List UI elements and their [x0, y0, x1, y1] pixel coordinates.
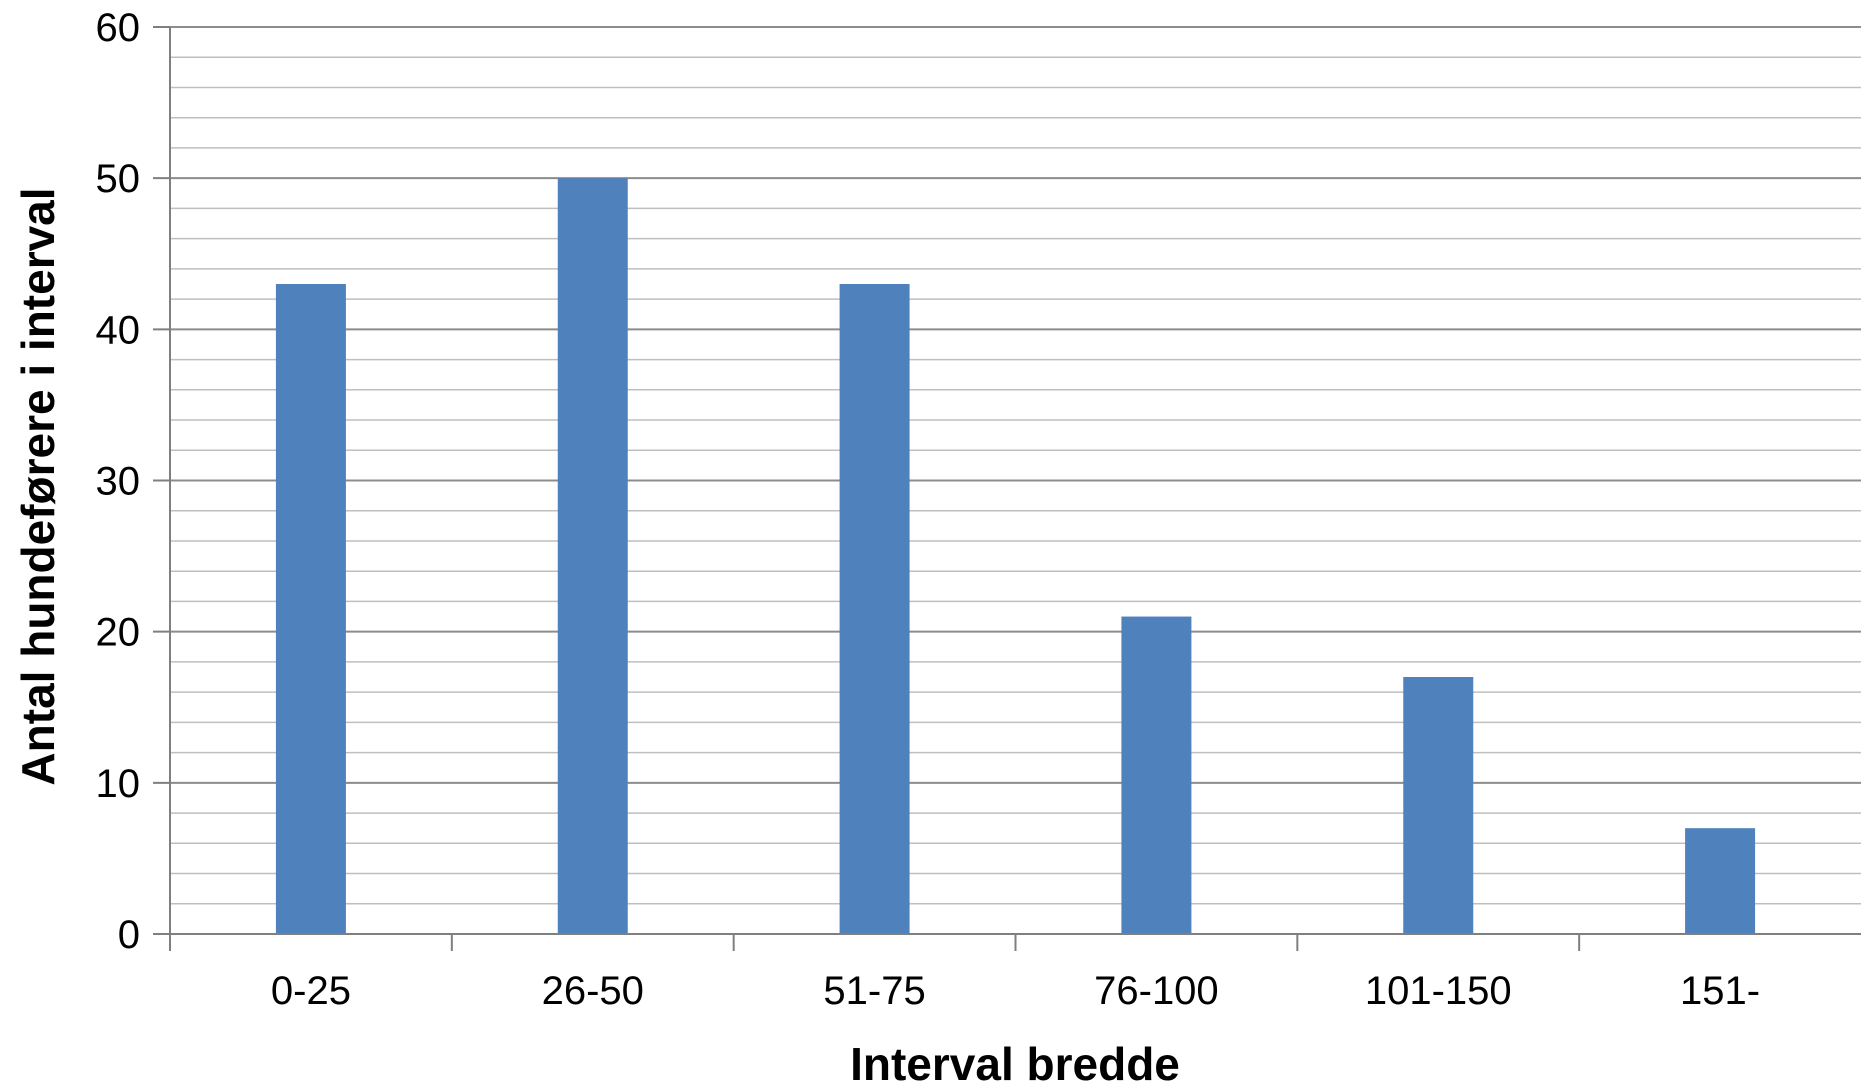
bar-151-	[1685, 828, 1756, 934]
y-tick-label: 30	[96, 460, 141, 504]
x-tick-label: 26-50	[542, 969, 644, 1013]
axes	[153, 26, 1861, 951]
y-tick-label: 0	[118, 913, 140, 957]
bar-76-100	[1121, 616, 1192, 934]
bar-51-75	[839, 283, 910, 934]
bar-0-25	[275, 283, 346, 934]
x-axis-title: Interval bredde	[850, 1038, 1180, 1087]
x-tick-label: 101-150	[1365, 969, 1512, 1013]
x-tick-label: 0-25	[271, 969, 351, 1013]
x-tick-label: 51-75	[823, 969, 925, 1013]
bar-26-50	[557, 178, 628, 934]
y-tick-label: 40	[96, 308, 141, 352]
y-tick-label: 50	[96, 157, 141, 201]
y-tick-label: 60	[96, 6, 141, 50]
gridlines	[170, 26, 1861, 905]
x-tick-label: 151-	[1680, 969, 1760, 1013]
y-tick-label: 20	[96, 611, 141, 655]
y-axis-title: Antal hundeførere i interval	[12, 187, 64, 785]
x-tick-label: 76-100	[1094, 969, 1219, 1013]
y-tick-label: 10	[96, 762, 141, 806]
bar-101-150	[1403, 677, 1474, 934]
bars	[275, 178, 1756, 934]
tick-labels: 0 10 20 30 40 50 60 0-25 26-50 51-75 76-100 101-150…	[96, 6, 1761, 1013]
